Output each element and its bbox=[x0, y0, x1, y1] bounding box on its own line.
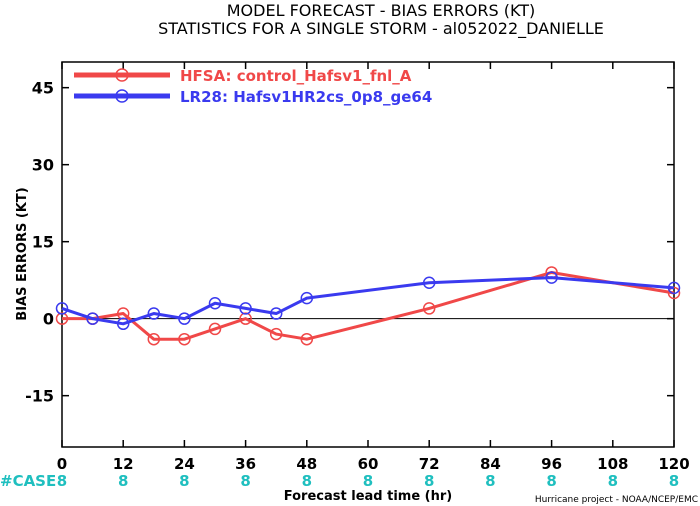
chart-title-line1: MODEL FORECAST - BIAS ERRORS (KT) bbox=[227, 1, 536, 20]
data-point-0 bbox=[300, 332, 314, 346]
case-count: 8 bbox=[669, 472, 679, 490]
x-tick-label: 12 bbox=[113, 455, 134, 473]
legend-marker-0 bbox=[115, 68, 129, 82]
case-label: #CASE bbox=[0, 472, 56, 490]
credit-text: Hurricane project - NOAA/NCEP/EMC bbox=[535, 495, 698, 505]
data-point-0 bbox=[269, 327, 283, 341]
series-layer bbox=[55, 266, 681, 346]
case-count: 8 bbox=[363, 472, 373, 490]
x-tick-label: 84 bbox=[480, 455, 501, 473]
legend-label-1: LR28: Hafsv1HR2cs_0p8_ge64 bbox=[180, 88, 432, 106]
y-tick-label: 15 bbox=[32, 233, 54, 252]
case-count: 8 bbox=[57, 472, 67, 490]
x-tick-label: 24 bbox=[174, 455, 195, 473]
data-point-1 bbox=[422, 276, 436, 289]
data-point-1 bbox=[55, 302, 69, 315]
data-point-1 bbox=[178, 312, 191, 325]
data-point-0 bbox=[178, 332, 191, 346]
series-line-0 bbox=[62, 270, 675, 341]
data-point-1 bbox=[86, 312, 99, 325]
data-point-1 bbox=[300, 291, 314, 305]
case-count: 8 bbox=[118, 472, 128, 490]
series-line-1 bbox=[61, 276, 675, 326]
case-count: 8 bbox=[608, 472, 618, 490]
x-tick-label: 48 bbox=[296, 455, 317, 473]
legend-marker-1 bbox=[115, 89, 129, 103]
case-count: 8 bbox=[302, 472, 312, 490]
data-point-1 bbox=[147, 307, 161, 320]
x-tick-label: 120 bbox=[658, 455, 689, 473]
data-point-0 bbox=[422, 302, 436, 315]
x-tick-label: 96 bbox=[541, 455, 562, 473]
y-tick-label: 30 bbox=[32, 156, 54, 175]
chart-title-line2: STATISTICS FOR A SINGLE STORM - al052022… bbox=[158, 19, 604, 39]
data-point-1 bbox=[269, 307, 283, 320]
case-count: 8 bbox=[485, 472, 495, 490]
data-point-0 bbox=[208, 322, 222, 336]
x-tick-label: 72 bbox=[419, 455, 440, 473]
x-tick-label: 108 bbox=[597, 455, 628, 473]
legend-label-0: HFSA: control_Hafsv1_fnl_A bbox=[180, 67, 412, 85]
case-count: 8 bbox=[240, 472, 250, 490]
y-tick-label: -15 bbox=[25, 387, 54, 406]
data-point-1 bbox=[116, 317, 130, 331]
case-count: 8 bbox=[424, 472, 434, 490]
x-tick-label: 36 bbox=[235, 455, 256, 473]
data-point-1 bbox=[545, 271, 558, 284]
x-axis-label: Forecast lead time (hr) bbox=[284, 489, 452, 504]
case-count: 8 bbox=[546, 472, 556, 490]
case-counts-row: 8 8 8 8 8 8 8 8 8 8 8 bbox=[57, 472, 679, 490]
y-tick-label: 0 bbox=[43, 310, 54, 329]
plot-frame bbox=[61, 61, 675, 448]
case-count: 8 bbox=[179, 472, 189, 490]
y-axis-label: BIAS ERRORS (KT) bbox=[15, 187, 30, 320]
x-tick-label: 60 bbox=[358, 455, 379, 473]
data-point-1 bbox=[208, 297, 222, 310]
data-point-1 bbox=[239, 302, 252, 315]
data-point-0 bbox=[147, 332, 161, 346]
data-point-1 bbox=[667, 281, 681, 295]
y-tick-label: 45 bbox=[32, 79, 54, 98]
y-axis-ticks: -15 0 15 30 45 bbox=[25, 79, 674, 406]
x-axis-ticks: 0 12 24 36 48 60 72 84 96 108 120 bbox=[57, 62, 690, 473]
x-tick-label: 0 bbox=[57, 455, 67, 473]
legend: HFSA: control_Hafsv1_fnl_A LR28: Hafsv1HR… bbox=[74, 67, 432, 106]
